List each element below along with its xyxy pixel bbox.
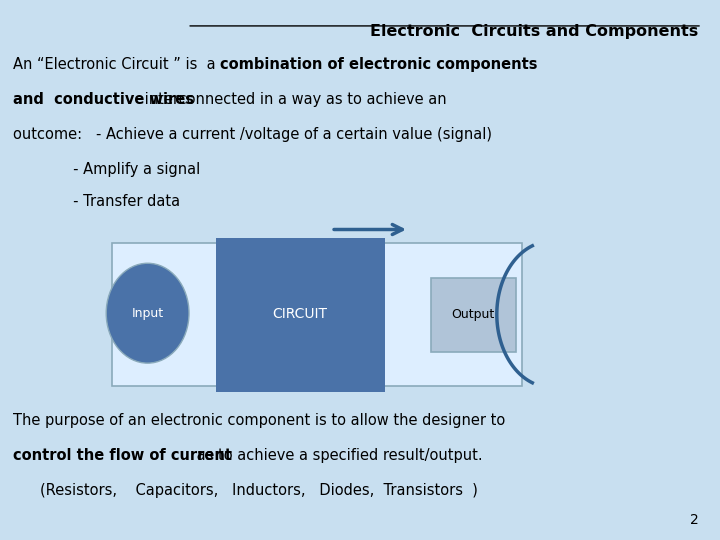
- FancyBboxPatch shape: [112, 243, 522, 386]
- Text: interconnected in a way as to achieve an: interconnected in a way as to achieve an: [140, 92, 447, 107]
- FancyBboxPatch shape: [431, 278, 516, 352]
- Ellipse shape: [107, 263, 189, 363]
- Text: The purpose of an electronic component is to allow the designer to: The purpose of an electronic component i…: [13, 413, 505, 428]
- FancyBboxPatch shape: [216, 238, 385, 392]
- Text: and  conductive wires: and conductive wires: [13, 92, 194, 107]
- Text: as to achieve a specified result/output.: as to achieve a specified result/output.: [192, 448, 482, 463]
- Text: - Transfer data: - Transfer data: [13, 193, 180, 208]
- Text: (Resistors,    Capacitors,   Inductors,   Diodes,  Transistors  ): (Resistors, Capacitors, Inductors, Diode…: [40, 483, 477, 498]
- Text: 2: 2: [690, 512, 698, 526]
- Text: Electronic  Circuits and Components: Electronic Circuits and Components: [370, 24, 698, 39]
- Text: Input: Input: [132, 307, 163, 320]
- Text: CIRCUIT: CIRCUIT: [273, 307, 328, 321]
- Text: Output: Output: [451, 308, 495, 321]
- Text: control the flow of current: control the flow of current: [13, 448, 232, 463]
- Text: outcome:   - Achieve a current /voltage of a certain value (signal): outcome: - Achieve a current /voltage of…: [13, 127, 492, 142]
- Text: - Amplify a signal: - Amplify a signal: [13, 162, 200, 177]
- Text: combination of electronic components: combination of electronic components: [220, 57, 537, 72]
- Text: An “Electronic Circuit ” is  a: An “Electronic Circuit ” is a: [13, 57, 220, 72]
